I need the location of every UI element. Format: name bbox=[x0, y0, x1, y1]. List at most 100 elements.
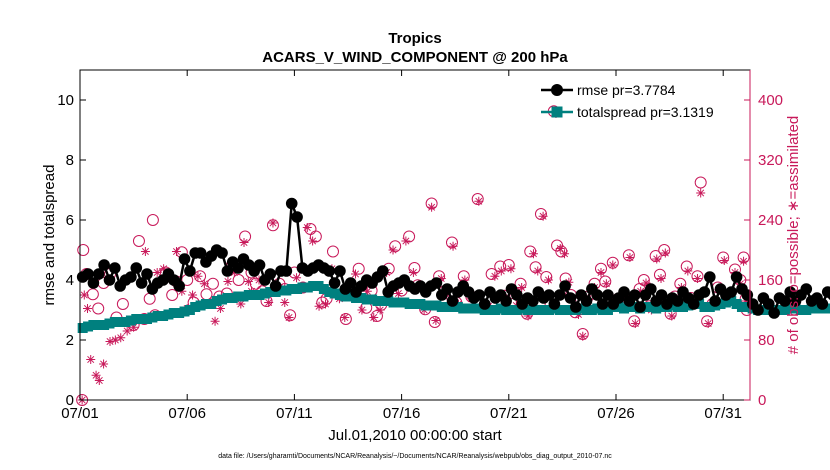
obs-assimilated-point-27 bbox=[223, 277, 233, 286]
totalspread-point-117 bbox=[704, 302, 715, 312]
totalspread-point-27 bbox=[222, 293, 233, 303]
rmse-point-40 bbox=[291, 211, 303, 223]
obs-assimilated-point-78 bbox=[517, 283, 527, 292]
rmse-point-9 bbox=[125, 271, 137, 283]
obs-possible-point-96 bbox=[622, 249, 635, 262]
totalspread-point-48 bbox=[334, 290, 345, 300]
totalspread-point-7 bbox=[115, 317, 126, 327]
obs-possible-point-79 bbox=[534, 208, 547, 220]
totalspread-point-62 bbox=[410, 299, 420, 309]
rmse-point-1 bbox=[82, 268, 94, 280]
totalspread-point-29 bbox=[233, 291, 244, 302]
obs-assimilated-point-22 bbox=[193, 271, 203, 281]
totalspread-point-80 bbox=[506, 305, 517, 315]
obs-possible-point-97 bbox=[628, 315, 641, 328]
rmse-point-33 bbox=[253, 259, 266, 271]
obs-possible-point-67 bbox=[471, 193, 484, 205]
y-left-tick-label: 4 bbox=[66, 272, 74, 289]
totalspread-point-63 bbox=[415, 299, 426, 309]
rmse-point-90 bbox=[559, 280, 571, 292]
y-right-tick-label: 160 bbox=[758, 272, 783, 289]
obs-assimilated-point-74 bbox=[496, 266, 506, 276]
totalspread-point-78 bbox=[495, 303, 506, 314]
obs-assimilated-point-44 bbox=[314, 301, 324, 311]
x-tick-label: 07/01 bbox=[61, 405, 99, 422]
totalspread-point-19 bbox=[179, 306, 190, 317]
rmse-point-126 bbox=[752, 304, 764, 316]
obs-assimilated-point-30 bbox=[239, 238, 249, 247]
obs-assimilated-point-6 bbox=[99, 359, 109, 369]
totalspread-point-50 bbox=[345, 291, 356, 302]
obs-assimilated-point-7 bbox=[105, 337, 115, 346]
totalspread-point-18 bbox=[174, 308, 185, 318]
obs-assimilated-point-117 bbox=[719, 256, 729, 265]
x-tick-label: 07/21 bbox=[490, 405, 528, 422]
obs-possible-point-114 bbox=[717, 251, 730, 264]
totalspread-point-87 bbox=[544, 305, 554, 315]
rmse-point-39 bbox=[285, 197, 298, 210]
obs-assimilated-point-82 bbox=[538, 211, 548, 221]
totalspread-point-36 bbox=[270, 287, 281, 297]
obs-assimilated-point-80 bbox=[528, 249, 538, 259]
totalspread-point-94 bbox=[581, 305, 592, 315]
totalspread-point-83 bbox=[522, 305, 533, 315]
totalspread-point-41 bbox=[297, 282, 308, 293]
totalspread-point-119 bbox=[715, 299, 726, 309]
obs-assimilated-point-91 bbox=[578, 331, 588, 341]
obs-possible-point-36 bbox=[284, 309, 297, 322]
obs-assimilated-point-51 bbox=[357, 305, 367, 315]
obs-assimilated-point-53 bbox=[369, 313, 379, 322]
rmse-point-91 bbox=[564, 292, 577, 304]
obs-assimilated-point-100 bbox=[630, 319, 640, 328]
obs-assimilated-point-56 bbox=[388, 245, 398, 255]
totalspread-point-54 bbox=[367, 294, 378, 305]
totalspread-point-73 bbox=[468, 303, 479, 314]
totalspread-point-35 bbox=[265, 287, 276, 297]
obs-assimilated-point-66 bbox=[448, 241, 458, 251]
obs-assimilated-point-114 bbox=[703, 319, 713, 328]
obs-assimilated-point-50 bbox=[351, 269, 361, 279]
rmse-point-12 bbox=[141, 268, 153, 280]
totalspread-point-33 bbox=[254, 290, 265, 300]
totalspread-point-61 bbox=[404, 299, 415, 309]
obs-assimilated-point-3 bbox=[86, 355, 96, 364]
obs-assimilated-point-2 bbox=[83, 304, 93, 313]
obs-assimilated-point-112 bbox=[692, 274, 702, 283]
rmse-point-104 bbox=[634, 301, 646, 313]
totalspread-point-38 bbox=[281, 285, 292, 296]
obs-assimilated-point-81 bbox=[533, 266, 543, 276]
obs-assimilated-point-21 bbox=[188, 290, 198, 300]
obs-assimilated-point-70 bbox=[474, 196, 484, 206]
totalspread-point-122 bbox=[731, 299, 742, 309]
totalspread-point-84 bbox=[527, 305, 538, 315]
totalspread-point-26 bbox=[217, 294, 228, 305]
obs-possible-point-43 bbox=[326, 245, 339, 258]
obs-assimilated-point-38 bbox=[280, 298, 290, 307]
obs-assimilated-point-58 bbox=[401, 236, 411, 246]
totalspread-point-136 bbox=[806, 303, 817, 314]
obs-possible-point-10 bbox=[132, 235, 145, 247]
rmse-point-10 bbox=[130, 262, 143, 274]
rmse-point-74 bbox=[473, 289, 486, 301]
totalspread-point-120 bbox=[720, 297, 731, 308]
plot-area bbox=[80, 70, 750, 400]
totalspread-point-123 bbox=[736, 302, 747, 312]
totalspread-point-124 bbox=[742, 302, 753, 312]
y-axis-left-label: rmse and totalspread bbox=[41, 165, 58, 306]
obs-assimilated-point-23 bbox=[199, 279, 209, 289]
totalspread-point-89 bbox=[554, 305, 565, 315]
obs-assimilated-point-15 bbox=[152, 268, 162, 277]
y-right-tick-label: 400 bbox=[758, 92, 783, 109]
totalspread-point-131 bbox=[779, 305, 790, 315]
totalspread-point-22 bbox=[195, 300, 206, 311]
obs-assimilated-point-99 bbox=[625, 253, 635, 262]
obs-assimilated-point-4 bbox=[91, 370, 101, 380]
obs-assimilated-point-36 bbox=[268, 218, 278, 228]
totalspread-point-132 bbox=[785, 303, 796, 314]
obs-possible-point-55 bbox=[403, 230, 416, 243]
chart-title: Tropics bbox=[388, 30, 441, 47]
totalspread-point-66 bbox=[431, 300, 442, 311]
obs-assimilated-point-86 bbox=[555, 244, 565, 253]
obs-assimilated-point-54 bbox=[375, 305, 385, 315]
totalspread-point-53 bbox=[361, 294, 372, 305]
